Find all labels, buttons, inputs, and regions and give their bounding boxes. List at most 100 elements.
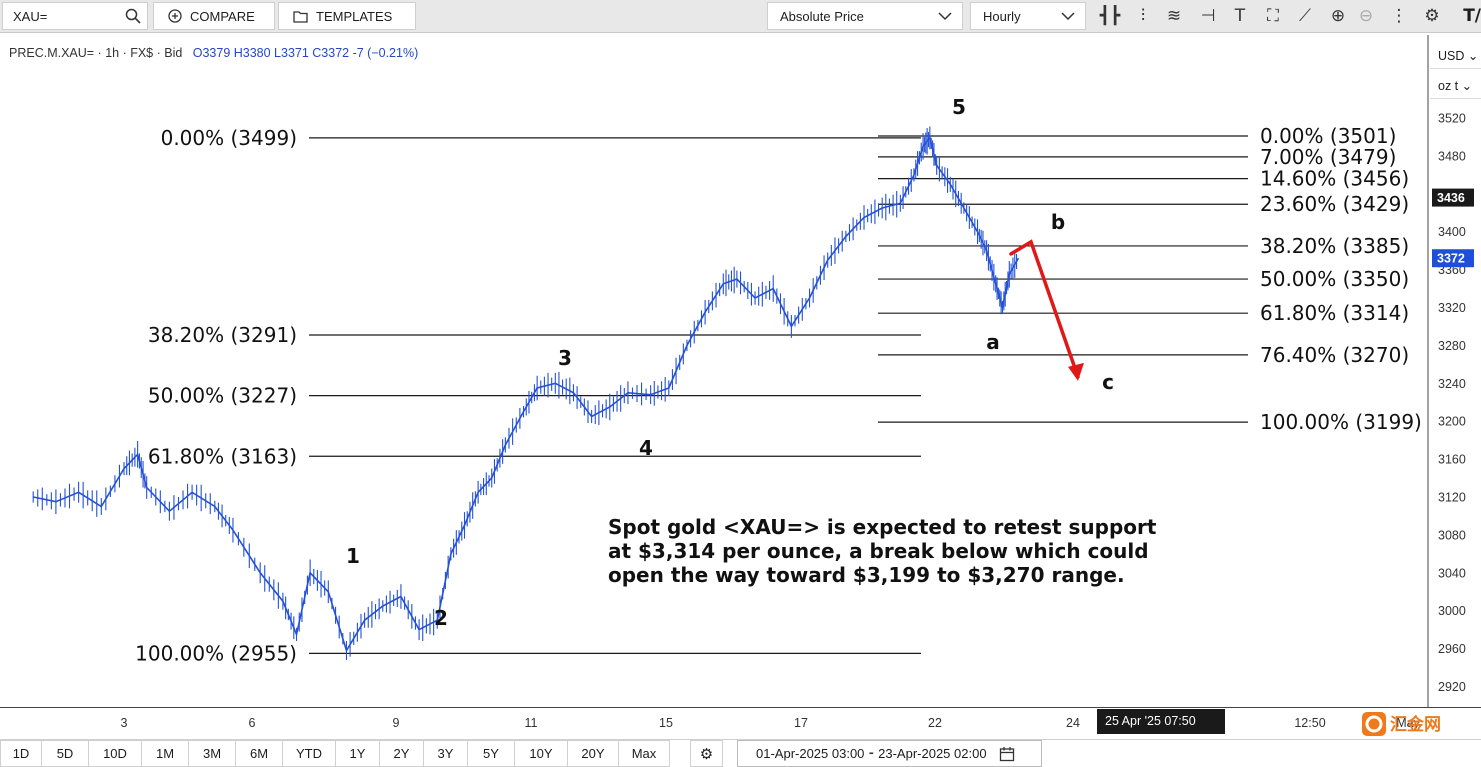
chevron-down-icon (938, 12, 952, 21)
date-range-input[interactable]: 01-Apr-2025 03:00 ⁃ 23-Apr-2025 02:00 (737, 740, 1042, 767)
gear-icon: ⚙ (699, 744, 714, 763)
range-button-max[interactable]: Max (618, 740, 670, 767)
range-settings-button[interactable]: ⚙ (690, 740, 723, 767)
bar-style-icon[interactable]: ⫶ (1140, 6, 1146, 26)
line-tool-icon[interactable]: ⊣ (1200, 6, 1216, 26)
current-price-label-bg (1432, 188, 1474, 207)
x-tick-label: 6 (248, 716, 256, 730)
date-axis: 3 6 9 11 15 17 22 24 12:50 May (0, 707, 1481, 738)
y-tick-label: 3160 (1438, 453, 1466, 467)
y-tick-label: 2920 (1438, 680, 1466, 694)
wave-label: 5 (952, 95, 966, 119)
last-price-label-bg (1432, 249, 1474, 268)
draw-icon[interactable]: ⟋ (1299, 6, 1311, 26)
annotation-line: at $3,314 per ounce, a break below which… (608, 539, 1149, 563)
currency-value: USD (1438, 49, 1465, 63)
y-tick-label: 3240 (1438, 377, 1466, 391)
range-button-10d[interactable]: 10D (88, 740, 142, 767)
price-mode-select[interactable]: Absolute Price (767, 2, 963, 30)
fib-right-label: 0.00% (3501) (1260, 124, 1396, 148)
y-tick-label: 3000 (1438, 604, 1466, 618)
wave-label: 3 (558, 346, 572, 370)
range-button-3m[interactable]: 3M (188, 740, 236, 767)
range-button-5d[interactable]: 5D (41, 740, 89, 767)
chevron-down-icon (1061, 12, 1075, 21)
y-tick-label: 3200 (1438, 415, 1466, 429)
interval-select[interactable]: Hourly (970, 2, 1086, 30)
folder-icon (293, 10, 308, 23)
x-tick-label: 3 (120, 716, 128, 730)
y-tick-label: 3040 (1438, 566, 1466, 580)
x-tick-label: 17 (794, 716, 808, 730)
wave-label: a (986, 330, 1000, 354)
fib-right-label: 100.00% (3199) (1260, 410, 1422, 434)
x-tick-label: 11 (524, 716, 538, 730)
y-tick-label: 3280 (1438, 339, 1466, 353)
annotation-line: Spot gold <XAU=> is expected to retest s… (608, 515, 1157, 539)
crosshair-date-label: 25 Apr '25 07:50 (1097, 709, 1225, 734)
candle-icon[interactable]: ┫┣ (1099, 6, 1121, 26)
text-tool-icon[interactable]: T (1234, 6, 1246, 26)
unit-select[interactable]: oz t ⌄ (1430, 72, 1481, 99)
fib-left-label: 0.00% (3499) (161, 126, 297, 150)
fib-right-label: 76.40% (3270) (1260, 343, 1409, 367)
y-tick-label: 3320 (1438, 301, 1466, 315)
compare-button[interactable]: COMPARE (153, 2, 275, 30)
y-tick-label: 3520 (1438, 112, 1466, 126)
instrument-name: PREC.M.XAU= · 1h · FX$ · Bid (9, 46, 183, 60)
unit-value: oz t (1438, 79, 1459, 93)
templates-button[interactable]: TEMPLATES (278, 2, 416, 30)
search-icon[interactable] (125, 8, 141, 24)
more-icon[interactable]: ⋮ (1390, 6, 1408, 26)
fib-right-label: 50.00% (3350) (1260, 267, 1409, 291)
symbol-value[interactable]: XAU= (13, 9, 48, 24)
date-range-value: 01-Apr-2025 03:00 ⁃ 23-Apr-2025 02:00 (756, 745, 987, 761)
range-button-1m[interactable]: 1M (141, 740, 189, 767)
range-button-6m[interactable]: 6M (235, 740, 283, 767)
wave-label: 2 (434, 606, 448, 630)
wave-label: 1 (346, 544, 360, 568)
x-tick-label: 9 (392, 716, 400, 730)
current-price-label: 3436 (1437, 191, 1465, 205)
ohlc-values: O3379 H3380 L3371 C3372 -7 (−0.21%) (192, 46, 419, 60)
fib-left-label: 38.20% (3291) (148, 323, 297, 347)
range-button-10y[interactable]: 10Y (514, 740, 568, 767)
range-button-1y[interactable]: 1Y (335, 740, 380, 767)
range-button-ytd[interactable]: YTD (282, 740, 336, 767)
zoom-in-icon[interactable]: ⊕ (1330, 6, 1346, 26)
projection-arrowhead (1068, 362, 1084, 381)
range-button-5y[interactable]: 5Y (467, 740, 515, 767)
frame-tool-icon[interactable]: ⛶ (1267, 6, 1279, 26)
svg-text:汇金网: 汇金网 (1390, 714, 1441, 735)
range-button-1d[interactable]: 1D (0, 740, 42, 767)
x-tick-label: 12:50 (1294, 716, 1326, 730)
wave-icon[interactable]: ≋ (1166, 6, 1182, 26)
fib-right-label: 14.60% (3456) (1260, 167, 1409, 191)
price-chart[interactable]: 0.00% (3499) 38.20% (3291) 50.00% (3227) 61… (0, 35, 1481, 707)
y-tick-label: 3120 (1438, 491, 1466, 505)
watermark-logo: 汇金网 (1362, 712, 1441, 736)
symbol-search-input[interactable]: XAU= (2, 2, 148, 30)
projection-arrow (1009, 239, 1080, 379)
range-button-3y[interactable]: 3Y (423, 740, 468, 767)
interval-value: Hourly (983, 8, 1021, 24)
settings-icon[interactable]: ⚙ (1424, 6, 1440, 26)
y-tick-label: 2960 (1438, 642, 1466, 656)
fib-left-label: 61.80% (3163) (148, 444, 297, 468)
fib-left-label: 50.00% (3227) (148, 384, 297, 408)
plus-circle-icon (168, 9, 182, 23)
currency-select[interactable]: USD ⌄ (1430, 42, 1481, 69)
price-mode-value: Absolute Price (780, 8, 864, 24)
fib-right-label: 23.60% (3429) (1260, 192, 1409, 216)
y-tick-label: 3400 (1438, 225, 1466, 239)
x-tick-label: 24 (1066, 716, 1080, 730)
fib-right-label: 38.20% (3385) (1260, 234, 1409, 258)
range-button-2y[interactable]: 2Y (379, 740, 424, 767)
range-button-20y[interactable]: 20Y (567, 740, 619, 767)
y-tick-label: 3480 (1438, 149, 1466, 163)
y-tick-label: 3080 (1438, 528, 1466, 542)
zoom-out-icon[interactable]: ⊖ (1358, 6, 1374, 26)
compare-label: COMPARE (190, 8, 255, 24)
top-toolbar: XAU= COMPARE TEMPLATES Absolute Price Ho… (0, 0, 1481, 33)
x-tick-label: 15 (659, 716, 673, 730)
